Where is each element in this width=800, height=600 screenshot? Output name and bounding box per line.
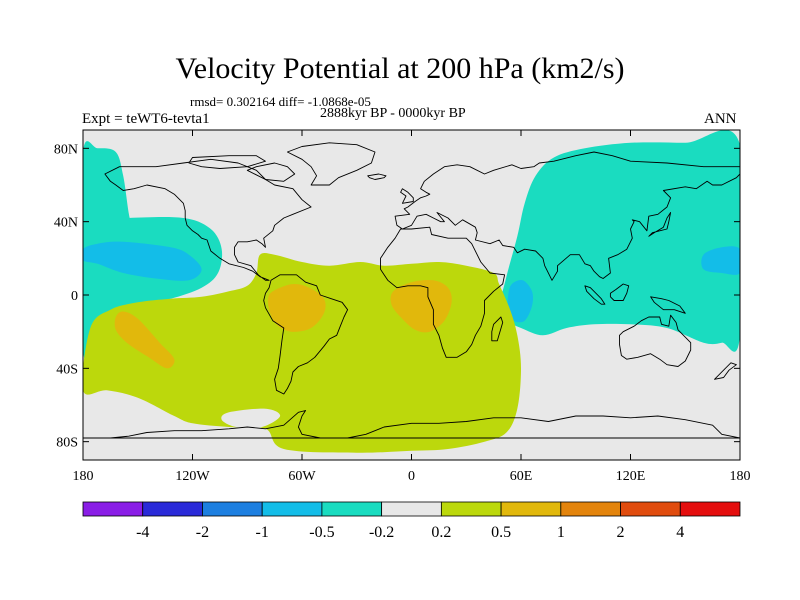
chart-title: Velocity Potential at 200 hPa (km2/s) bbox=[175, 52, 625, 85]
x-tick-label: 180 bbox=[730, 469, 751, 484]
y-tick: 40N bbox=[54, 216, 740, 231]
colorbar-swatch bbox=[381, 501, 442, 517]
coastline-arctic-islands bbox=[188, 155, 266, 169]
y-tick: 0 bbox=[71, 289, 740, 304]
colorbar-label: 2 bbox=[617, 524, 625, 541]
y-tick: 40S bbox=[56, 362, 740, 377]
colorbar-label: 4 bbox=[676, 524, 684, 541]
colorbar-swatch bbox=[620, 501, 681, 517]
coastline-new-zealand bbox=[714, 362, 737, 380]
coastline-iceland bbox=[367, 173, 387, 180]
x-tick-label: 120W bbox=[175, 469, 210, 484]
colorbar-swatch bbox=[500, 501, 562, 517]
colorbar-label: -0.2 bbox=[369, 524, 394, 541]
coastline-africa-eurasia bbox=[380, 226, 506, 358]
region-indian-ocean-core bbox=[507, 279, 534, 323]
x-tick: 60W bbox=[288, 130, 316, 484]
region-south-pacific-core bbox=[114, 311, 175, 369]
colorbar-swatch bbox=[440, 501, 502, 517]
y-tick: 80N bbox=[54, 142, 740, 157]
colorbar-swatch bbox=[321, 501, 383, 517]
coastline-antarctica bbox=[83, 410, 740, 439]
coastline-uk bbox=[400, 188, 414, 204]
colorbar-swatch bbox=[202, 501, 263, 517]
x-tick: 180 bbox=[730, 130, 751, 484]
coastline-new-guinea bbox=[650, 296, 686, 314]
region-west-pacific-core bbox=[701, 246, 740, 275]
region-indo-pacific-negative bbox=[499, 130, 740, 352]
season-label: ANN bbox=[704, 111, 737, 127]
colorbar-label: -2 bbox=[196, 524, 209, 541]
x-tick-label: 60W bbox=[288, 469, 316, 484]
x-tick: 120W bbox=[175, 130, 210, 484]
coastline-australia bbox=[619, 314, 692, 367]
coastline-layer bbox=[83, 142, 740, 439]
x-tick: 180 bbox=[73, 130, 94, 484]
coastline-madagascar bbox=[491, 316, 504, 342]
coastline-greenland bbox=[286, 142, 376, 186]
y-tick-label: 0 bbox=[71, 289, 78, 304]
colorbar-label: -4 bbox=[136, 524, 149, 541]
x-tick: 0 bbox=[408, 130, 415, 484]
y-tick: 80S bbox=[56, 436, 740, 451]
region-south-america-core bbox=[267, 284, 326, 332]
colorbar-swatch bbox=[142, 501, 203, 517]
colorbar-label: -1 bbox=[256, 524, 269, 541]
colorbar-label: 0.2 bbox=[431, 524, 451, 541]
colorbar: -4 -2 -1 -0.5 -0.2 0.2 0.5 1 2 4 bbox=[82, 501, 741, 541]
colorbar-swatch bbox=[261, 501, 323, 517]
x-tick: 120E bbox=[616, 130, 646, 484]
colorbar-swatch bbox=[560, 501, 621, 517]
coastline-japan bbox=[648, 212, 672, 237]
colorbar-swatch bbox=[679, 501, 741, 517]
map-plot-area bbox=[83, 130, 740, 460]
stats-line: rmsd= 0.302164 diff= -1.0868e-05 bbox=[190, 94, 371, 109]
x-tick-label: 120E bbox=[616, 469, 646, 484]
x-tick-label: 60E bbox=[510, 469, 533, 484]
coastline-eurasia-north bbox=[394, 151, 740, 281]
coastline-south-america bbox=[263, 274, 349, 395]
region-drake-negative bbox=[221, 408, 281, 429]
coastline-baffin bbox=[246, 162, 296, 182]
x-tick-label: 180 bbox=[73, 469, 94, 484]
colorbar-label: 0.5 bbox=[491, 524, 511, 541]
x-tick: 60E bbox=[510, 130, 533, 484]
region-central-pacific-core bbox=[83, 241, 202, 281]
y-tick-label: 80S bbox=[56, 436, 78, 451]
y-tick-label: 80N bbox=[54, 142, 78, 157]
coastline-borneo bbox=[609, 283, 630, 301]
axis-layer: 180 120W 60W 0 60E 120E 180 80N 40N 0 40S 80S bbox=[54, 129, 751, 484]
coastline-north-america bbox=[104, 158, 312, 281]
coastline-sumatra bbox=[584, 285, 606, 305]
colorbar-label: -0.5 bbox=[309, 524, 334, 541]
y-tick-label: 40N bbox=[54, 216, 78, 231]
colorbar-label: 1 bbox=[557, 524, 565, 541]
experiment-label: Expt = teWT6-tevta1 bbox=[82, 111, 210, 127]
region-africa-core bbox=[390, 279, 452, 333]
y-tick-label: 40S bbox=[56, 362, 78, 377]
colorbar-swatch bbox=[82, 501, 144, 517]
period-label: 2888kyr BP - 0000kyr BP bbox=[320, 106, 466, 121]
x-tick-label: 0 bbox=[408, 469, 415, 484]
